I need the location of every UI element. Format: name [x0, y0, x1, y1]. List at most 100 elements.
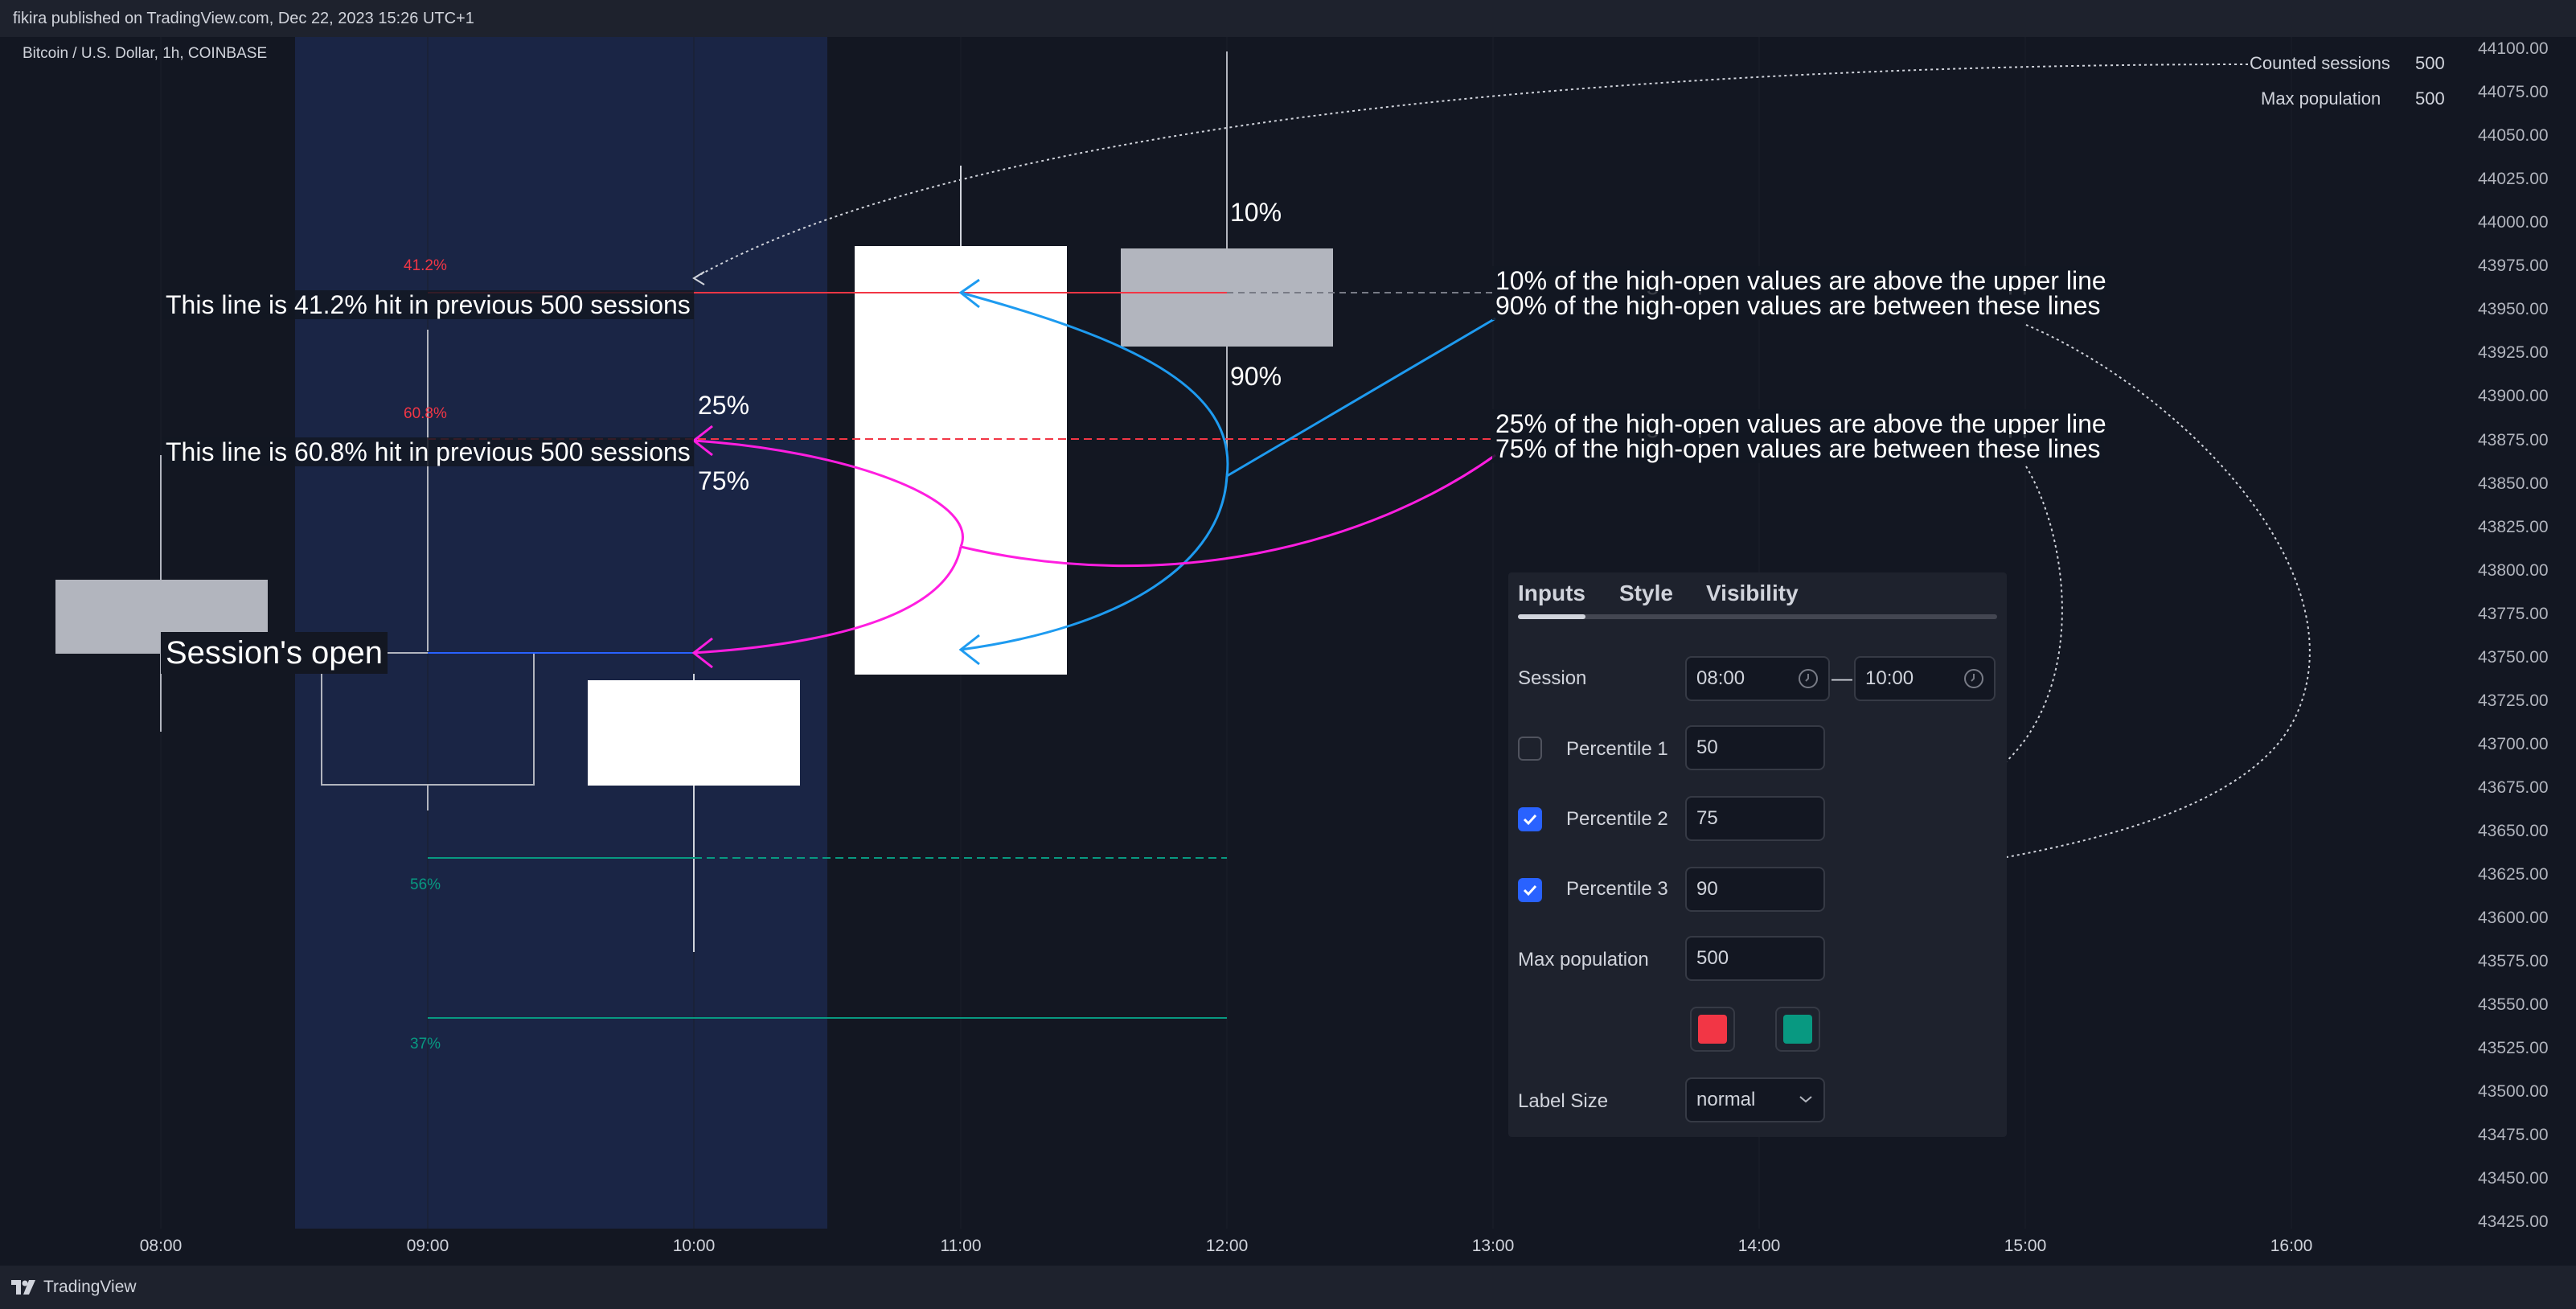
annotation-75: 75% [698, 466, 750, 495]
counted-sessions-label: Counted sessions [2250, 53, 2390, 73]
y-tick: 43925.00 [2478, 343, 2549, 362]
y-tick: 43525.00 [2478, 1039, 2549, 1057]
y-tick: 43750.00 [2478, 648, 2549, 667]
level-label-lower-mid: 56% [410, 876, 441, 893]
tab-visibility[interactable]: Visibility [1706, 581, 1799, 605]
x-tick: 10:00 [672, 1237, 716, 1255]
y-tick: 44000.00 [2478, 213, 2549, 232]
color-swatch-down[interactable] [1775, 1007, 1820, 1052]
tab-inputs[interactable]: Inputs [1518, 581, 1585, 605]
color-swatch-down-fill [1783, 1015, 1812, 1044]
session-start-value: 08:00 [1696, 667, 1745, 689]
color-swatch-up-fill [1698, 1015, 1727, 1044]
candle-body [1121, 248, 1333, 347]
y-tick: 44100.00 [2478, 39, 2549, 58]
tab-active-indicator [1518, 614, 1585, 619]
symbol-title: Bitcoin / U.S. Dollar, 1h, COINBASE [23, 45, 268, 62]
percentile1-input[interactable]: 50 [1685, 725, 1825, 770]
x-tick: 15:00 [2004, 1237, 2047, 1255]
tab-style[interactable]: Style [1619, 581, 1673, 605]
percentile3-label: Percentile 3 [1566, 878, 1668, 900]
level-label-lower: 37% [410, 1036, 441, 1053]
dotted-arrow-head [692, 271, 705, 285]
y-tick: 43700.00 [2478, 735, 2549, 753]
tradingview-logo-icon [11, 1280, 35, 1295]
level-label-upper-mid: 60.8% [404, 405, 447, 422]
y-tick: 43725.00 [2478, 691, 2549, 710]
y-tick: 43625.00 [2478, 865, 2549, 884]
label-size-value: normal [1696, 1089, 1756, 1110]
y-tick: 43650.00 [2478, 822, 2549, 840]
annotation-desc10b: 90% of the high-open values are between … [1492, 291, 2104, 320]
x-tick: 11:00 [940, 1237, 982, 1255]
tab-track [1518, 614, 1997, 619]
y-tick: 43475.00 [2478, 1126, 2549, 1144]
y-tick: 43775.00 [2478, 605, 2549, 623]
checkmark-icon [1523, 884, 1537, 897]
publish-header: fikira published on TradingView.com, Dec… [0, 0, 2576, 37]
session-label: Session [1518, 667, 1587, 689]
percentile2-input[interactable]: 75 [1685, 796, 1825, 841]
max-population-input[interactable]: 500 [1685, 936, 1825, 981]
y-tick: 43875.00 [2478, 431, 2549, 449]
candle-body [855, 246, 1067, 675]
y-tick: 43550.00 [2478, 995, 2549, 1014]
max-population-label: Max population [1518, 949, 1649, 970]
footer [0, 1266, 2576, 1309]
y-tick: 43500.00 [2478, 1082, 2549, 1101]
x-tick: 14:00 [1737, 1237, 1781, 1255]
session-dash: — [1832, 666, 1852, 690]
y-tick: 43825.00 [2478, 518, 2549, 536]
y-tick: 43900.00 [2478, 387, 2549, 405]
session-end-value: 10:00 [1865, 667, 1914, 689]
annotation-desc10a: 10% of the high-open values are above th… [1492, 266, 2110, 295]
chevron-down-icon [1799, 1096, 1812, 1103]
y-tick: 44050.00 [2478, 126, 2549, 145]
x-tick: 09:00 [406, 1237, 449, 1255]
magenta-arrows [691, 425, 1496, 669]
label-size-label: Label Size [1518, 1090, 1609, 1112]
footer-brand: TradingView [43, 1278, 137, 1296]
annotation-25: 25% [698, 391, 750, 420]
blue-arrows [958, 278, 1496, 666]
max-population-info-label: Max population [2261, 88, 2381, 109]
session-end-field[interactable]: 10:00 [1854, 656, 1996, 701]
x-tick: 12:00 [1205, 1237, 1249, 1255]
percentile1-checkbox[interactable] [1518, 737, 1542, 761]
percentile3-checkbox[interactable] [1518, 878, 1542, 902]
x-tick: 16:00 [2270, 1237, 2313, 1255]
percentile3-input[interactable]: 90 [1685, 867, 1825, 912]
candles [55, 51, 1333, 952]
y-tick: 43425.00 [2478, 1213, 2549, 1231]
candle-body [588, 680, 800, 786]
y-tick: 43450.00 [2478, 1169, 2549, 1188]
y-tick: 43600.00 [2478, 909, 2549, 927]
checkmark-icon [1523, 814, 1537, 826]
y-tick: 43800.00 [2478, 561, 2549, 580]
percentile2-label: Percentile 2 [1566, 808, 1668, 830]
annotation-line2: This line is 60.8% hit in previous 500 s… [162, 437, 694, 466]
x-tick: 08:00 [139, 1237, 183, 1255]
y-tick: 43975.00 [2478, 256, 2549, 275]
annotation-line1: This line is 41.2% hit in previous 500 s… [162, 290, 694, 319]
clock-icon[interactable] [1963, 668, 1984, 689]
counted-sessions-value: 500 [2415, 53, 2445, 73]
annotation-10: 10% [1230, 198, 1282, 227]
y-tick: 43850.00 [2478, 474, 2549, 493]
annotation-desc25b: 75% of the high-open values are between … [1492, 434, 2104, 463]
session-start-field[interactable]: 08:00 [1685, 656, 1830, 701]
percentile2-checkbox[interactable] [1518, 807, 1542, 831]
level-label-upper: 41.2% [404, 257, 447, 274]
x-tick: 13:00 [1471, 1237, 1515, 1255]
clock-icon[interactable] [1798, 668, 1819, 689]
annotation-session-open: Session's open [161, 632, 388, 674]
percentile1-label: Percentile 1 [1566, 738, 1668, 760]
y-tick: 43575.00 [2478, 952, 2549, 970]
color-swatch-up[interactable] [1690, 1007, 1735, 1052]
tradingview-logo[interactable]: TradingView [11, 1277, 137, 1298]
y-tick: 43950.00 [2478, 300, 2549, 318]
label-size-select[interactable]: normal [1685, 1077, 1825, 1122]
publisher-line: fikira published on TradingView.com, Dec… [13, 10, 474, 27]
y-tick: 44025.00 [2478, 170, 2549, 188]
